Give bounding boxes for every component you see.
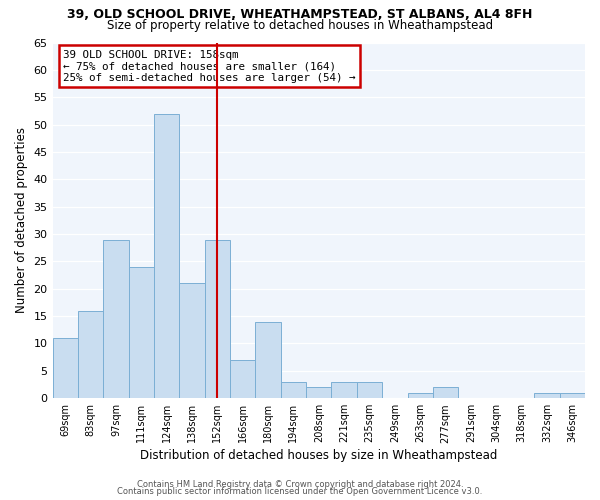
Bar: [281, 382, 306, 398]
Bar: [433, 387, 458, 398]
Bar: [154, 114, 179, 398]
Bar: [534, 392, 560, 398]
Bar: [306, 387, 331, 398]
Bar: [230, 360, 256, 398]
X-axis label: Distribution of detached houses by size in Wheathampstead: Distribution of detached houses by size …: [140, 450, 497, 462]
Bar: [357, 382, 382, 398]
Bar: [103, 240, 128, 398]
Bar: [128, 267, 154, 398]
Bar: [205, 240, 230, 398]
Bar: [256, 322, 281, 398]
Bar: [407, 392, 433, 398]
Text: 39, OLD SCHOOL DRIVE, WHEATHAMPSTEAD, ST ALBANS, AL4 8FH: 39, OLD SCHOOL DRIVE, WHEATHAMPSTEAD, ST…: [67, 8, 533, 20]
Bar: [331, 382, 357, 398]
Bar: [179, 284, 205, 398]
Bar: [53, 338, 78, 398]
Text: Size of property relative to detached houses in Wheathampstead: Size of property relative to detached ho…: [107, 18, 493, 32]
Bar: [560, 392, 585, 398]
Bar: [78, 310, 103, 398]
Text: 39 OLD SCHOOL DRIVE: 158sqm
← 75% of detached houses are smaller (164)
25% of se: 39 OLD SCHOOL DRIVE: 158sqm ← 75% of det…: [63, 50, 356, 83]
Text: Contains HM Land Registry data © Crown copyright and database right 2024.: Contains HM Land Registry data © Crown c…: [137, 480, 463, 489]
Y-axis label: Number of detached properties: Number of detached properties: [15, 128, 28, 314]
Text: Contains public sector information licensed under the Open Government Licence v3: Contains public sector information licen…: [118, 488, 482, 496]
